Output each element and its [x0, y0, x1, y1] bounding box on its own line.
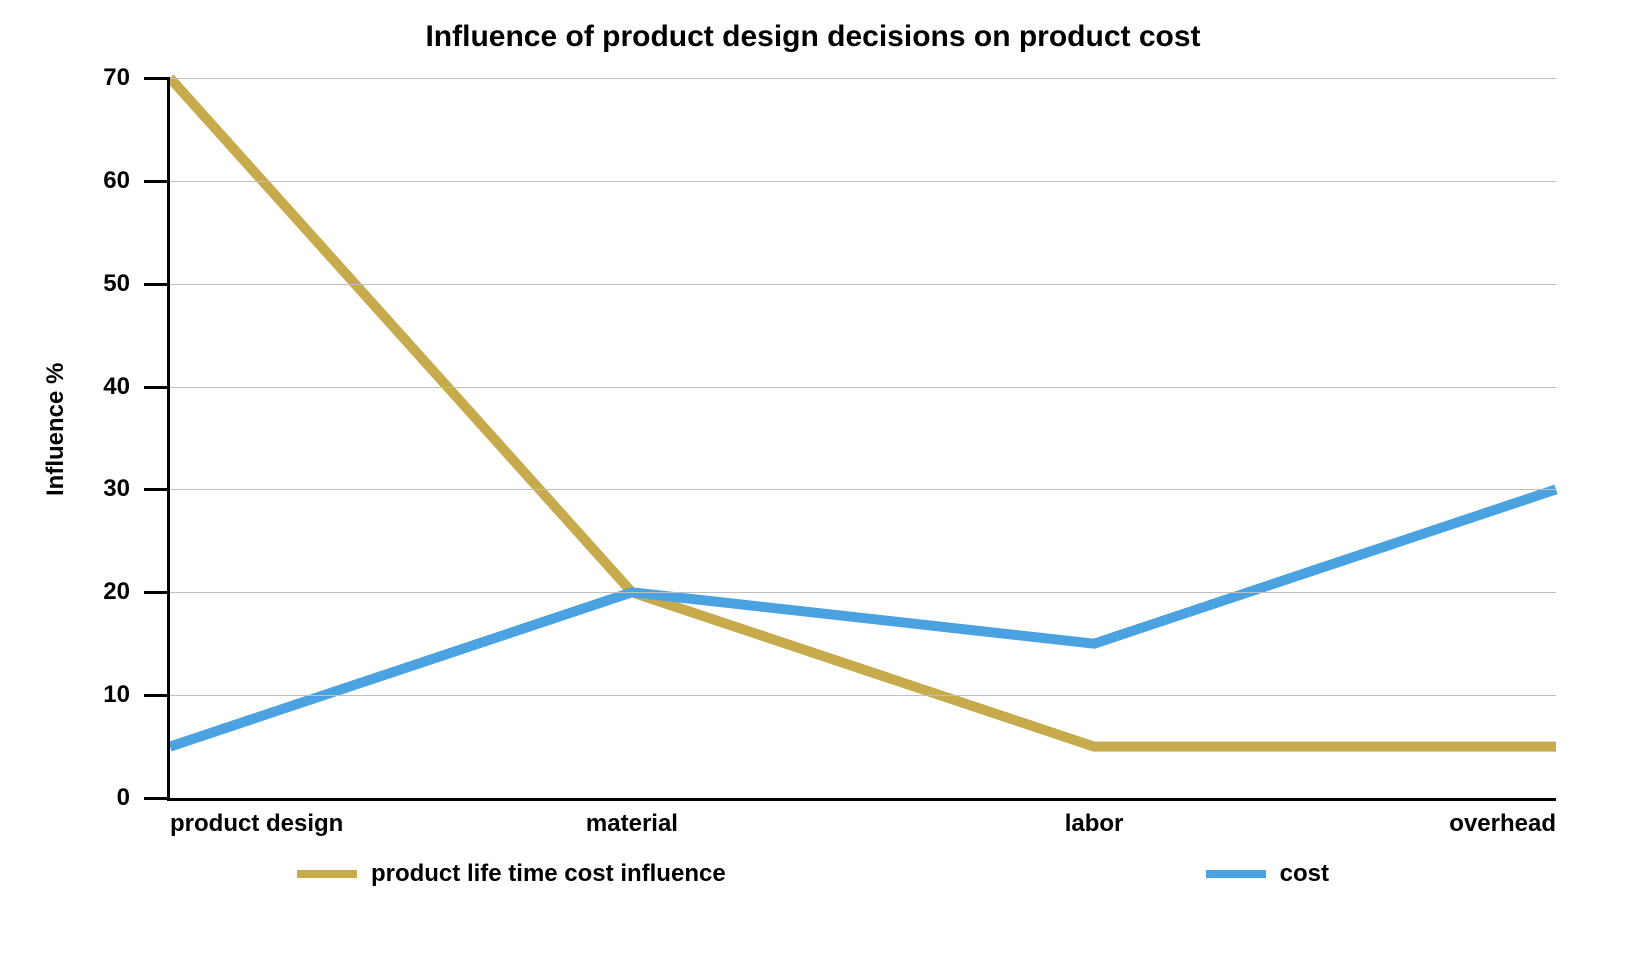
y-axis-label: Influence %	[42, 362, 70, 495]
grid-line	[170, 181, 1556, 182]
legend: product life time cost influence cost	[0, 860, 1626, 888]
y-tick-label: 60	[70, 167, 130, 195]
y-tick-label: 30	[70, 475, 130, 503]
series-line	[170, 78, 1556, 747]
y-tick-label: 70	[70, 64, 130, 92]
y-tick-label: 10	[70, 681, 130, 709]
legend-swatch	[1206, 870, 1266, 878]
legend-item: product life time cost influence	[297, 860, 726, 888]
legend-item: cost	[1206, 860, 1329, 888]
y-tick-label: 40	[70, 373, 130, 401]
x-tick-label: labor	[944, 810, 1244, 838]
line-series-svg	[170, 78, 1556, 798]
series-line	[170, 489, 1556, 746]
grid-line	[170, 78, 1556, 79]
legend-swatch	[297, 870, 357, 878]
legend-label: cost	[1280, 860, 1329, 888]
grid-line	[170, 489, 1556, 490]
x-tick-label: product design	[170, 810, 470, 838]
y-axis-line	[167, 78, 170, 798]
grid-line	[170, 695, 1556, 696]
y-tick-label: 50	[70, 270, 130, 298]
x-tick-label: overhead	[1256, 810, 1556, 838]
grid-line	[170, 387, 1556, 388]
x-tick-label: material	[482, 810, 782, 838]
x-axis-line	[167, 798, 1556, 801]
plot-area	[170, 78, 1556, 798]
grid-line	[170, 592, 1556, 593]
chart-container: Influence of product design decisions on…	[0, 0, 1626, 956]
legend-label: product life time cost influence	[371, 860, 726, 888]
y-tick-label: 0	[70, 784, 130, 812]
y-tick-label: 20	[70, 578, 130, 606]
chart-title: Influence of product design decisions on…	[0, 20, 1626, 54]
grid-line	[170, 284, 1556, 285]
